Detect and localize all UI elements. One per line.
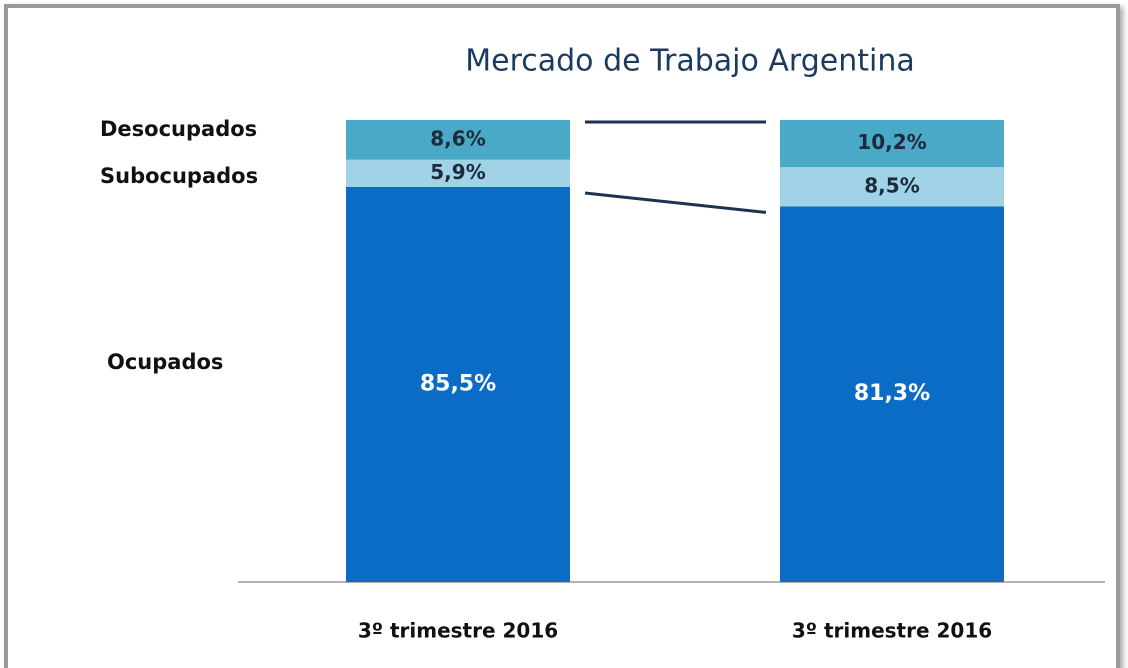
value-label: 10,2% xyxy=(857,130,926,154)
bar-segment xyxy=(780,167,1004,207)
connector-line xyxy=(584,191,767,214)
bar-segment xyxy=(346,186,570,583)
legend-label: Ocupados xyxy=(107,350,223,374)
bar-segment xyxy=(780,120,1004,168)
value-label: 85,5% xyxy=(420,371,496,396)
value-label: 8,5% xyxy=(864,173,919,197)
value-label: 5,9% xyxy=(430,160,485,184)
x-tick-label: 3º trimestre 2016 xyxy=(358,619,558,643)
legend-label: Subocupados xyxy=(100,164,258,188)
bar-segment xyxy=(780,206,1004,583)
x-tick-label: 3º trimestre 2016 xyxy=(792,619,992,643)
value-label: 81,3% xyxy=(854,381,930,406)
value-label: 8,6% xyxy=(430,126,485,150)
legend-label: Desocupados xyxy=(100,117,257,141)
chart-title: Mercado de Trabajo Argentina xyxy=(465,44,915,79)
bar-segment xyxy=(346,120,570,160)
bar-segment xyxy=(346,159,570,187)
